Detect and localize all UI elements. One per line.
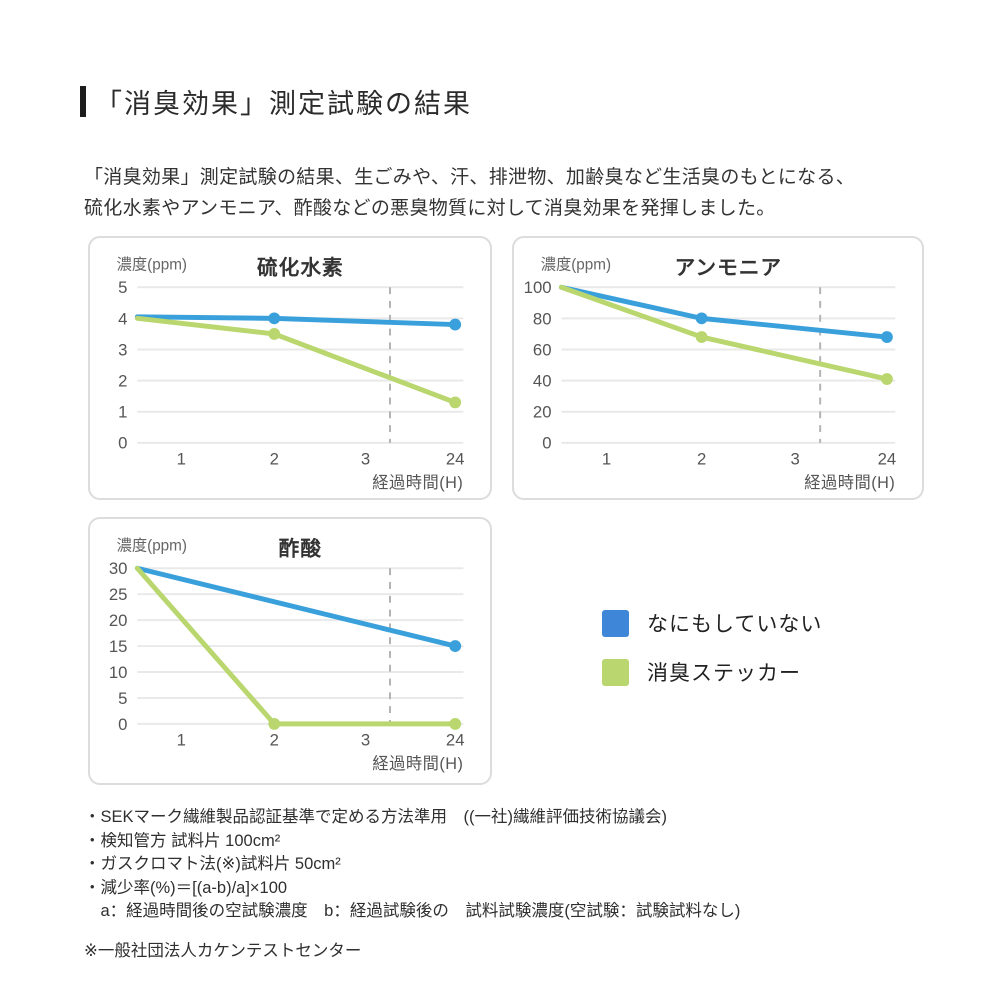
x-tick-label: 2 (270, 731, 279, 750)
x-axis-label: 経過時間(H) (372, 474, 463, 492)
legend-swatch-green (602, 658, 629, 686)
data-point-dot (268, 328, 281, 340)
series-line-blue (134, 565, 458, 649)
data-point-dot (268, 717, 281, 730)
y-tick-label: 20 (533, 403, 552, 422)
legend-label-deodorant-sticker: 消臭ステッカー (647, 662, 801, 685)
intro-paragraph: 「消臭効果」測定試験の結果、生ごみや、汗、排泄物、加齢臭など生活臭のもとになる、… (84, 162, 855, 224)
y-tick-label: 3 (118, 340, 127, 359)
y-tick-label: 4 (118, 309, 127, 328)
y-tick-label: 80 (533, 309, 552, 328)
legend: なにもしていない 消臭ステッカー (602, 608, 822, 706)
y-axis-label: 濃度(ppm) (117, 257, 187, 274)
x-tick-label: 2 (270, 450, 279, 469)
y-tick-label: 15 (109, 637, 128, 656)
chart-title: 硫化水素 (257, 255, 344, 279)
legend-item-untreated: なにもしていない (602, 608, 822, 638)
test-center-footnote: ※一般社団法人カケンテストセンター (84, 942, 362, 960)
y-tick-label: 2 (118, 372, 127, 391)
chart-title: 酢酸 (279, 536, 322, 560)
x-tick-label: 24 (878, 450, 897, 469)
x-tick-label: 1 (602, 450, 611, 469)
y-tick-label: 0 (118, 715, 127, 734)
x-tick-label: 24 (446, 450, 465, 469)
x-axis-label: 経過時間(H) (372, 755, 463, 773)
y-axis-label: 濃度(ppm) (541, 257, 611, 274)
y-tick-label: 25 (109, 585, 128, 604)
x-tick-label: 1 (177, 450, 186, 469)
x-tick-label: 3 (361, 450, 370, 469)
chart-panel-hydrogen-sulfide: 5 4 3 2 1 0 1 2 3 24 濃度(ppm) 硫化水素経過時間(H) (88, 236, 492, 500)
x-axis-label: 経過時間(H) (804, 474, 895, 492)
note-line-reduction-formula: ・減少率(%)＝[(a-b)/a]×100 (84, 878, 288, 897)
y-tick-label: 0 (118, 434, 127, 453)
data-point-dot (695, 331, 708, 343)
data-point-dot (449, 318, 462, 331)
note-line-sek: ・SEKマーク繊維製品認証基準で定める方法準用 ((一社)繊維評価技術協議会) (84, 808, 667, 826)
y-tick-label: 60 (533, 340, 552, 359)
method-notes: ・SEKマーク繊維製品認証基準で定める方法準用 ((一社)繊維評価技術協議会) … (84, 806, 740, 924)
x-tick-label: 24 (446, 731, 465, 750)
series-line-blue (558, 284, 890, 340)
y-tick-label: 30 (109, 559, 128, 578)
data-point-dot (449, 717, 462, 730)
title-accent-bar (80, 86, 86, 117)
legend-label-untreated: なにもしていない (647, 613, 823, 636)
data-point-dot (449, 640, 462, 652)
data-point-dot (449, 396, 462, 409)
y-tick-label: 20 (109, 611, 128, 630)
note-line-ab-definition: a：経過時間後の空試験濃度 b：経過試験後の 試料試験濃度(空試験：試験試料なし… (84, 902, 741, 920)
note-line-detector-tube: ・検知管方 試料片 100cm² (84, 831, 281, 850)
series-line-green (134, 315, 458, 405)
y-axis-label: 濃度(ppm) (117, 538, 187, 555)
legend-swatch-blue (602, 609, 629, 637)
y-tick-label: 40 (533, 372, 552, 391)
legend-item-deodorant-sticker: 消臭ステッカー (602, 657, 822, 687)
chart-title: アンモニア (675, 256, 782, 279)
data-point-dot (881, 373, 893, 385)
chart-panel-ammonia: 100 80 60 40 20 0 1 2 3 24 濃度(ppm) アンモニア経過時間(H) (512, 236, 924, 500)
page-title: 「消臭効果」測定試験の結果 (95, 89, 472, 119)
data-point-dot (695, 312, 708, 325)
x-tick-label: 1 (177, 731, 186, 750)
y-tick-label: 0 (542, 434, 551, 453)
intro-line-2: 硫化水素やアンモニア、酢酸などの悪臭物質に対して消臭効果を発揮しました。 (84, 198, 776, 219)
data-point-dot (268, 312, 281, 325)
chart-panel-acetic-acid: 30 25 20 15 10 5 0 1 2 3 24 濃度(ppm) 酢酸経過時間(H) (88, 517, 492, 785)
page-header: 「消臭効果」測定試験の結果 (80, 82, 472, 121)
y-tick-label: 100 (524, 278, 552, 297)
note-line-gas-chromatography: ・ガスクロマト法(※)試料片 50cm² (84, 855, 341, 873)
y-tick-label: 1 (118, 403, 127, 422)
x-tick-label: 3 (790, 450, 799, 469)
x-tick-label: 2 (697, 450, 706, 469)
x-tick-label: 3 (361, 731, 370, 750)
y-tick-label: 10 (109, 663, 128, 682)
intro-line-1: 「消臭効果」測定試験の結果、生ごみや、汗、排泄物、加齢臭など生活臭のもとになる、 (84, 167, 856, 188)
y-tick-label: 5 (118, 689, 127, 708)
y-tick-label: 5 (118, 278, 127, 297)
data-point-dot (881, 331, 893, 343)
